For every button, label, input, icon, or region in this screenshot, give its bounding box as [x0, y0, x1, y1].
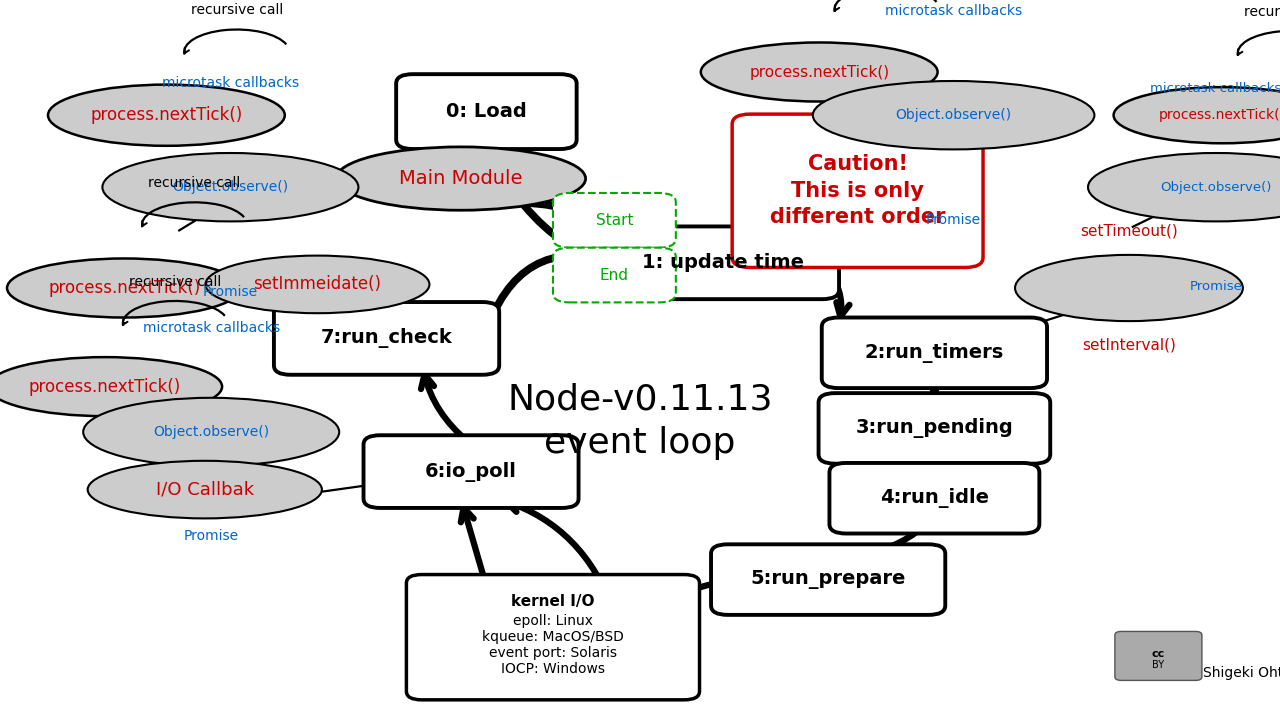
Ellipse shape [0, 357, 223, 416]
Text: Start: Start [595, 213, 634, 228]
Text: Object.observe(): Object.observe() [896, 108, 1011, 122]
Text: setImmeidate(): setImmeidate() [253, 276, 381, 294]
Text: Promise: Promise [183, 529, 239, 544]
Text: Object.observe(): Object.observe() [154, 425, 269, 439]
Text: Object.observe(): Object.observe() [173, 180, 288, 194]
Text: microtask callbacks: microtask callbacks [161, 76, 300, 90]
Text: I/O Callbak: I/O Callbak [156, 481, 253, 498]
Ellipse shape [49, 85, 285, 145]
Text: recursive call: recursive call [191, 4, 283, 17]
Text: microtask callbacks: microtask callbacks [1151, 81, 1280, 94]
Text: Main Module: Main Module [399, 169, 522, 188]
Ellipse shape [701, 42, 937, 102]
Text: Caution!
This is only
different order: Caution! This is only different order [769, 154, 946, 228]
Text: epoll: Linux: epoll: Linux [513, 614, 593, 629]
Ellipse shape [813, 81, 1094, 150]
FancyBboxPatch shape [364, 435, 579, 508]
Ellipse shape [102, 153, 358, 222]
Text: Shigeki Ohtsu: Shigeki Ohtsu [1203, 666, 1280, 680]
Text: 7:run_check: 7:run_check [321, 328, 452, 348]
Ellipse shape [1114, 87, 1280, 143]
FancyBboxPatch shape [607, 226, 840, 300]
FancyBboxPatch shape [712, 544, 945, 615]
Text: Promise: Promise [925, 212, 982, 227]
Text: Node-v0.11.13
event loop: Node-v0.11.13 event loop [507, 382, 773, 460]
Text: End: End [600, 268, 628, 282]
Text: setInterval(): setInterval() [1082, 338, 1176, 353]
Text: microtask callbacks: microtask callbacks [142, 320, 280, 335]
Ellipse shape [87, 461, 323, 518]
Text: kqueue: MacOS/BSD: kqueue: MacOS/BSD [483, 630, 623, 644]
Ellipse shape [6, 258, 241, 318]
Text: cc: cc [1152, 649, 1165, 659]
FancyBboxPatch shape [829, 463, 1039, 534]
Text: 2:run_timers: 2:run_timers [865, 343, 1004, 363]
FancyBboxPatch shape [407, 575, 699, 700]
Text: kernel I/O: kernel I/O [511, 594, 595, 608]
Text: IOCP: Windows: IOCP: Windows [500, 662, 605, 676]
Text: process.nextTick(): process.nextTick() [1158, 108, 1280, 122]
Text: Promise: Promise [1189, 280, 1243, 293]
Text: BY: BY [1152, 660, 1165, 670]
FancyBboxPatch shape [553, 193, 676, 248]
FancyBboxPatch shape [732, 114, 983, 268]
Ellipse shape [205, 256, 430, 313]
Text: 3:run_pending: 3:run_pending [855, 418, 1014, 438]
Text: process.nextTick(): process.nextTick() [49, 279, 200, 297]
FancyBboxPatch shape [397, 74, 576, 149]
Text: 5:run_prepare: 5:run_prepare [750, 570, 906, 589]
Text: 4:run_idle: 4:run_idle [879, 488, 989, 508]
Text: 0: Load: 0: Load [445, 102, 527, 121]
Text: process.nextTick(): process.nextTick() [749, 65, 890, 79]
Text: 1: update time: 1: update time [643, 253, 804, 272]
Text: microtask callbacks: microtask callbacks [884, 4, 1023, 18]
Text: setTimeout(): setTimeout() [1080, 223, 1178, 238]
Ellipse shape [83, 397, 339, 467]
Text: recursive call: recursive call [129, 275, 221, 289]
Text: 6:io_poll: 6:io_poll [425, 462, 517, 482]
Text: Object.observe(): Object.observe() [1160, 181, 1272, 194]
Ellipse shape [1088, 153, 1280, 222]
Text: recursive call: recursive call [1244, 5, 1280, 19]
Ellipse shape [335, 147, 585, 210]
FancyBboxPatch shape [274, 302, 499, 374]
FancyBboxPatch shape [819, 393, 1050, 464]
FancyBboxPatch shape [1115, 631, 1202, 680]
Text: process.nextTick(): process.nextTick() [91, 107, 242, 124]
FancyBboxPatch shape [553, 248, 676, 302]
FancyBboxPatch shape [822, 318, 1047, 388]
Text: Promise: Promise [202, 284, 259, 299]
Text: process.nextTick(): process.nextTick() [29, 377, 180, 396]
Text: event port: Solaris: event port: Solaris [489, 646, 617, 660]
Ellipse shape [1015, 255, 1243, 321]
Text: recursive call: recursive call [148, 176, 241, 190]
